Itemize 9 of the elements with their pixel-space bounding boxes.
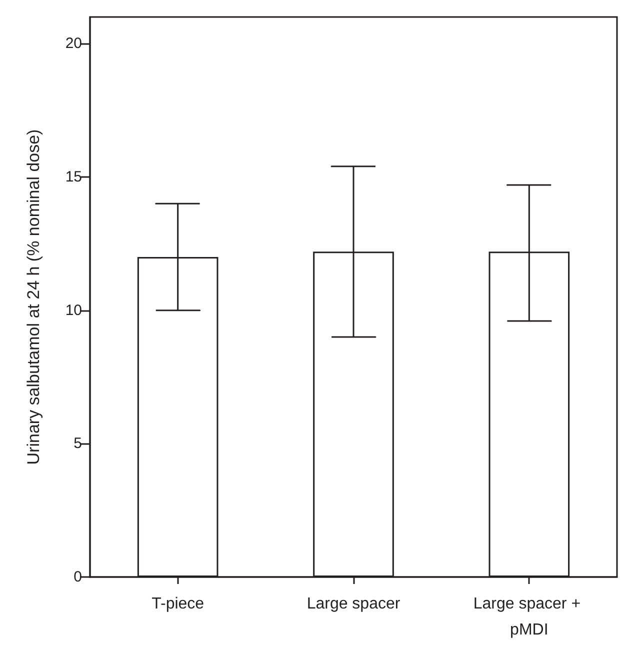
y-tick-label: 15 — [65, 168, 82, 186]
y-tick-label: 5 — [74, 435, 82, 452]
x-tick-label: Large spacer — [306, 596, 401, 612]
x-tick-label: Large spacer + pMDI — [473, 596, 585, 638]
y-tick-label: 0 — [74, 568, 82, 586]
y-tick-label: 10 — [65, 302, 82, 319]
y-tick-label: 20 — [65, 35, 82, 52]
x-tick-label: T-piece — [152, 596, 204, 612]
y-axis-title: Urinary salbutamol at 24 h (% nominal dose) — [24, 129, 43, 465]
